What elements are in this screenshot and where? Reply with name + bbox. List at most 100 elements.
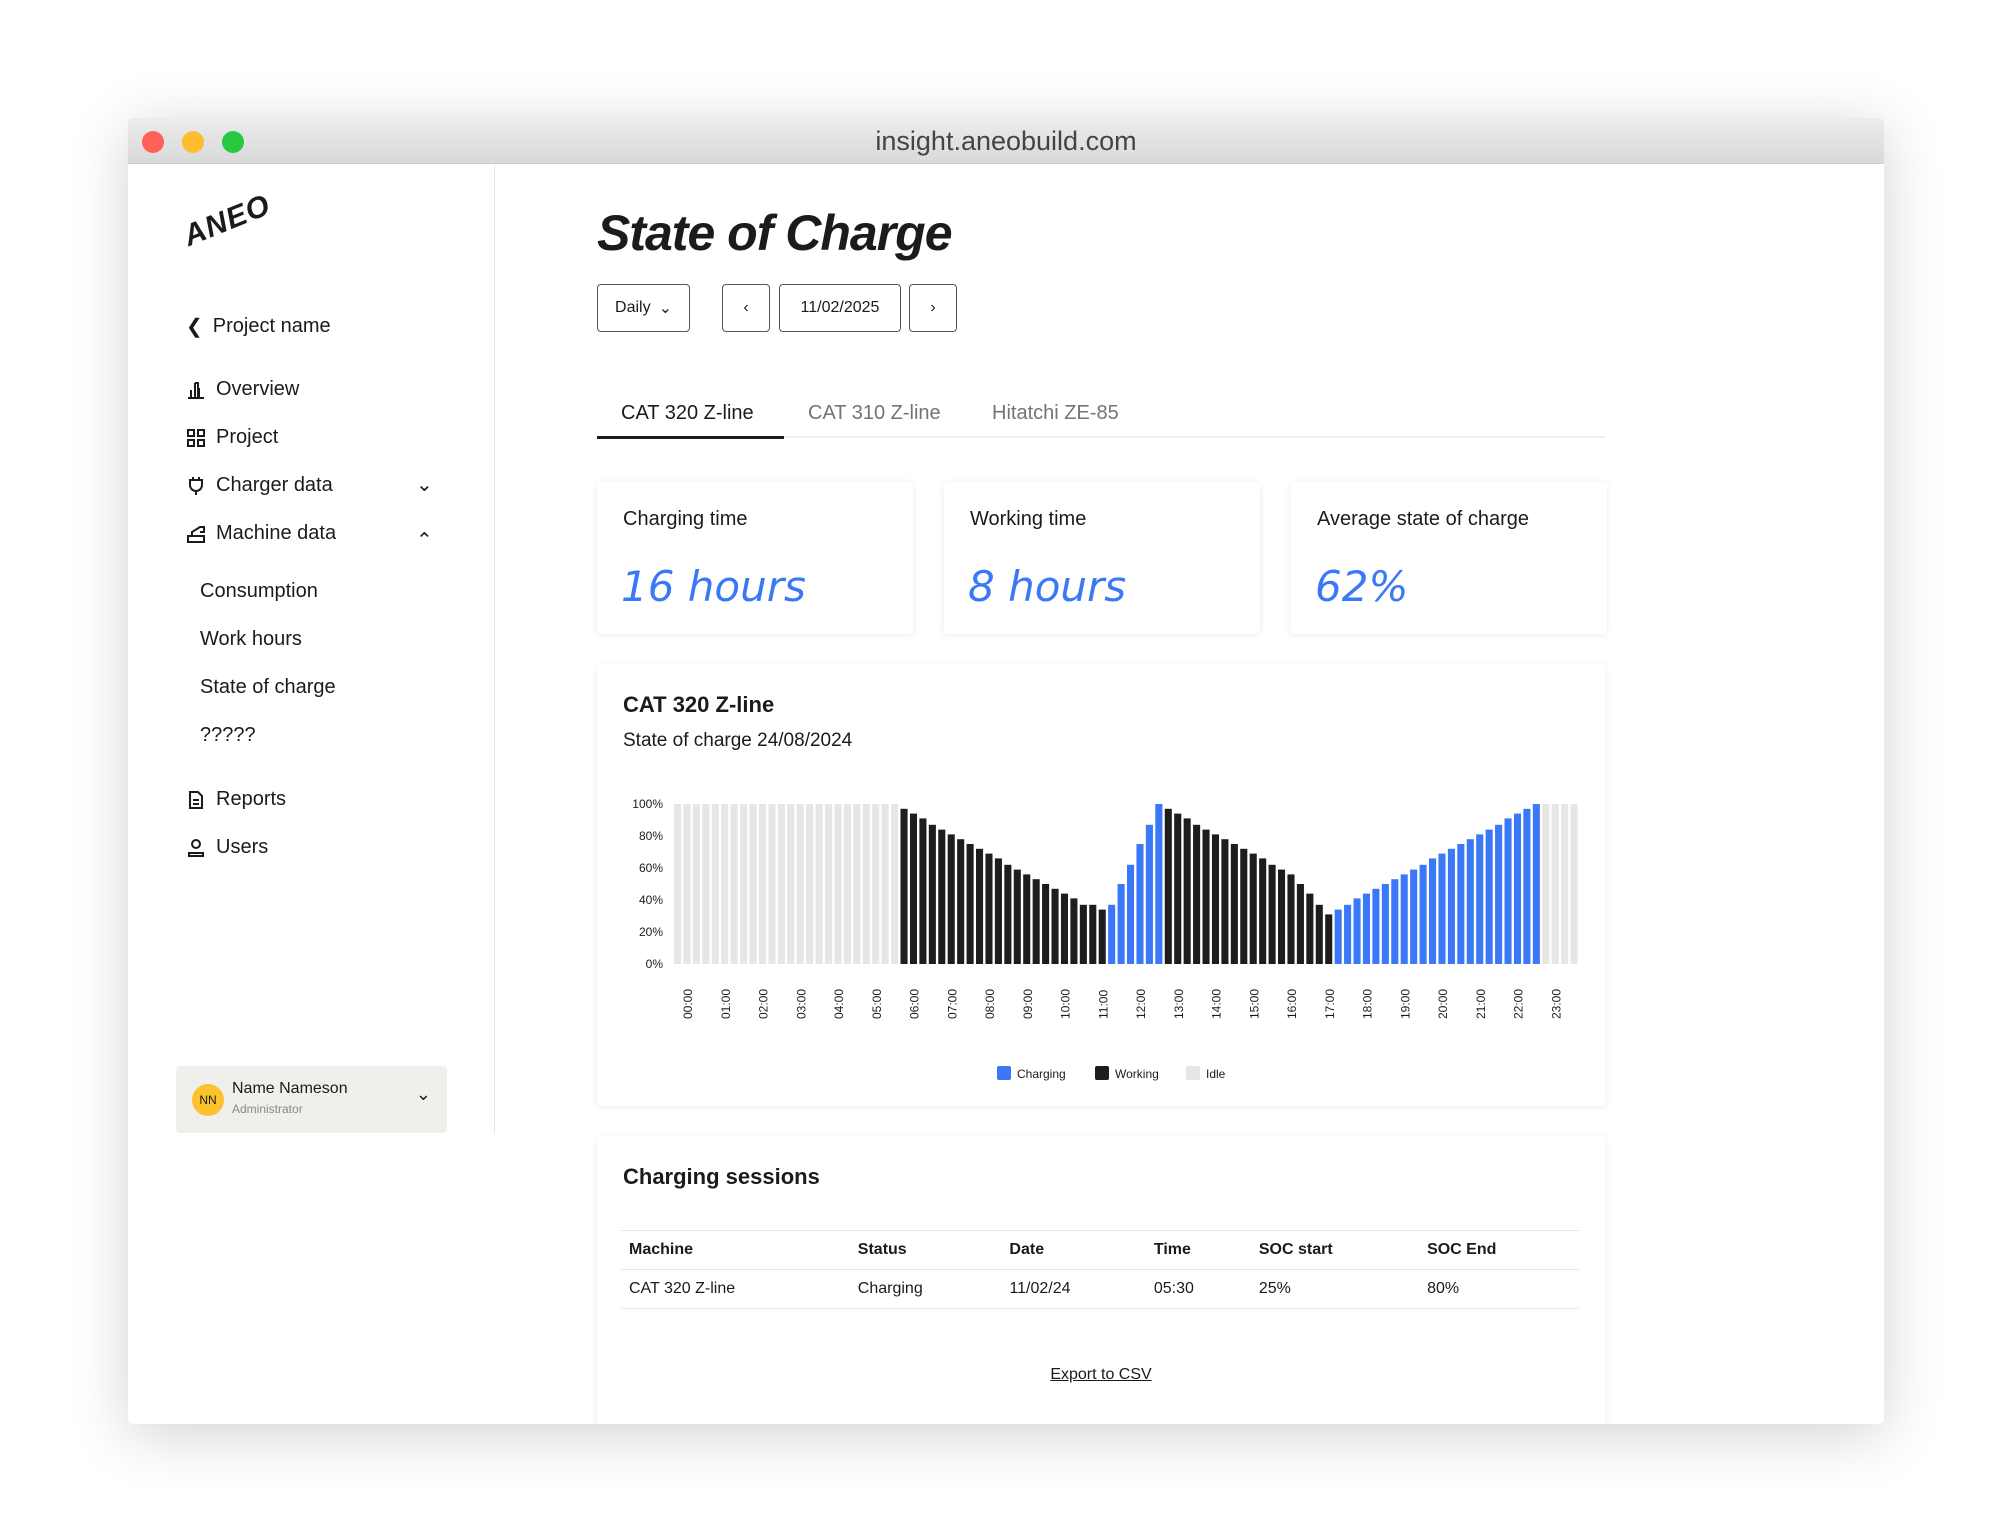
close-window-button[interactable]: [142, 131, 164, 153]
bar-idle[interactable]: [711, 804, 719, 964]
bar-charging[interactable]: [1485, 829, 1493, 964]
bar-working[interactable]: [900, 808, 908, 964]
bar-working[interactable]: [1174, 813, 1182, 964]
bar-idle[interactable]: [862, 804, 870, 964]
bar-idle[interactable]: [843, 804, 851, 964]
sidebar-item-charger-data[interactable]: Charger data: [186, 474, 333, 497]
sidebar-sub-work-hours[interactable]: Work hours: [200, 628, 302, 650]
bar-idle[interactable]: [853, 804, 861, 964]
chevron-up-icon[interactable]: ⌄: [416, 527, 433, 549]
bar-working[interactable]: [1032, 879, 1040, 964]
bar-charging[interactable]: [1344, 904, 1352, 964]
bar-charging[interactable]: [1353, 898, 1361, 964]
bar-working[interactable]: [928, 824, 936, 964]
bar-idle[interactable]: [881, 804, 889, 964]
bar-working[interactable]: [1240, 848, 1248, 964]
bar-idle[interactable]: [768, 804, 776, 964]
bar-working[interactable]: [1193, 824, 1201, 964]
bar-charging[interactable]: [1523, 808, 1531, 964]
bar-working[interactable]: [957, 839, 965, 964]
chevron-down-icon[interactable]: ⌄: [416, 474, 433, 496]
bar-idle[interactable]: [1542, 804, 1550, 964]
bar-charging[interactable]: [1410, 869, 1418, 964]
bar-idle[interactable]: [834, 804, 842, 964]
bar-idle[interactable]: [787, 804, 795, 964]
sidebar-sub-state-of-charge[interactable]: State of charge: [200, 676, 336, 698]
col-soc-end[interactable]: SOC End: [1419, 1230, 1579, 1270]
bar-charging[interactable]: [1145, 824, 1153, 964]
minimize-window-button[interactable]: [182, 131, 204, 153]
bar-working[interactable]: [1278, 869, 1286, 964]
sidebar-item-project[interactable]: Project: [186, 426, 278, 449]
tab-hitachi[interactable]: Hitatchi ZE-85: [992, 402, 1119, 424]
bar-idle[interactable]: [692, 804, 700, 964]
bar-idle[interactable]: [815, 804, 823, 964]
bar-charging[interactable]: [1438, 853, 1446, 964]
bar-charging[interactable]: [1334, 909, 1342, 964]
bar-charging[interactable]: [1391, 879, 1399, 964]
bar-working[interactable]: [1259, 858, 1267, 964]
col-status[interactable]: Status: [849, 1230, 1002, 1270]
sidebar-item-reports[interactable]: Reports: [186, 788, 286, 811]
tab-cat-310[interactable]: CAT 310 Z-line: [808, 402, 941, 424]
bar-idle[interactable]: [1570, 804, 1578, 964]
bar-working[interactable]: [1325, 914, 1333, 964]
bar-working[interactable]: [1249, 853, 1257, 964]
col-soc-start[interactable]: SOC start: [1250, 1230, 1420, 1270]
bar-charging[interactable]: [1108, 904, 1116, 964]
bar-working[interactable]: [1060, 893, 1069, 964]
bar-charging[interactable]: [1117, 884, 1125, 964]
bar-working[interactable]: [1315, 904, 1323, 964]
sidebar-item-machine-data[interactable]: Machine data: [186, 522, 336, 545]
bar-charging[interactable]: [1419, 864, 1427, 964]
col-date[interactable]: Date: [1001, 1230, 1146, 1270]
bar-working[interactable]: [947, 834, 955, 964]
bar-working[interactable]: [1230, 844, 1238, 964]
user-menu[interactable]: NN Name Nameson Administrator ⌄: [176, 1066, 447, 1133]
previous-date-button[interactable]: ‹: [722, 284, 770, 332]
bar-idle[interactable]: [1551, 804, 1559, 964]
bar-working[interactable]: [1306, 893, 1314, 964]
maximize-window-button[interactable]: [222, 131, 244, 153]
bar-working[interactable]: [1089, 904, 1097, 964]
bar-charging[interactable]: [1136, 844, 1144, 964]
bar-working[interactable]: [1042, 884, 1050, 964]
sidebar-item-users[interactable]: Users: [186, 836, 268, 859]
bar-charging[interactable]: [1504, 818, 1512, 964]
next-date-button[interactable]: ›: [909, 284, 957, 332]
bar-working[interactable]: [985, 853, 993, 964]
bar-idle[interactable]: [825, 804, 833, 964]
bar-working[interactable]: [1164, 808, 1172, 964]
bar-idle[interactable]: [891, 804, 899, 964]
bar-charging[interactable]: [1466, 839, 1474, 964]
bar-idle[interactable]: [721, 804, 729, 964]
bar-idle[interactable]: [806, 804, 814, 964]
bar-charging[interactable]: [1476, 834, 1484, 964]
bar-working[interactable]: [1296, 884, 1304, 964]
bar-working[interactable]: [976, 848, 984, 964]
bar-charging[interactable]: [1513, 813, 1522, 964]
sidebar-sub-consumption[interactable]: Consumption: [200, 580, 318, 602]
bar-charging[interactable]: [1362, 893, 1371, 964]
bar-charging[interactable]: [1372, 888, 1380, 964]
bar-working[interactable]: [1070, 898, 1078, 964]
bar-idle[interactable]: [872, 804, 880, 964]
bar-charging[interactable]: [1381, 884, 1389, 964]
bar-working[interactable]: [1287, 874, 1295, 964]
bar-charging[interactable]: [1532, 804, 1540, 964]
bar-idle[interactable]: [702, 804, 710, 964]
bar-working[interactable]: [1202, 829, 1210, 964]
bar-working[interactable]: [966, 844, 974, 964]
bar-charging[interactable]: [1447, 848, 1455, 964]
bar-idle[interactable]: [758, 804, 767, 964]
bar-working[interactable]: [1023, 874, 1031, 964]
bar-idle[interactable]: [796, 804, 804, 964]
col-time[interactable]: Time: [1145, 1230, 1251, 1270]
bar-idle[interactable]: [730, 804, 738, 964]
bar-working[interactable]: [1221, 839, 1229, 964]
tab-cat-320[interactable]: CAT 320 Z-line: [621, 402, 754, 424]
sidebar-sub-unknown[interactable]: ?????: [200, 724, 256, 746]
bar-charging[interactable]: [1400, 874, 1408, 964]
bar-charging[interactable]: [1495, 824, 1503, 964]
bar-working[interactable]: [1098, 909, 1106, 964]
